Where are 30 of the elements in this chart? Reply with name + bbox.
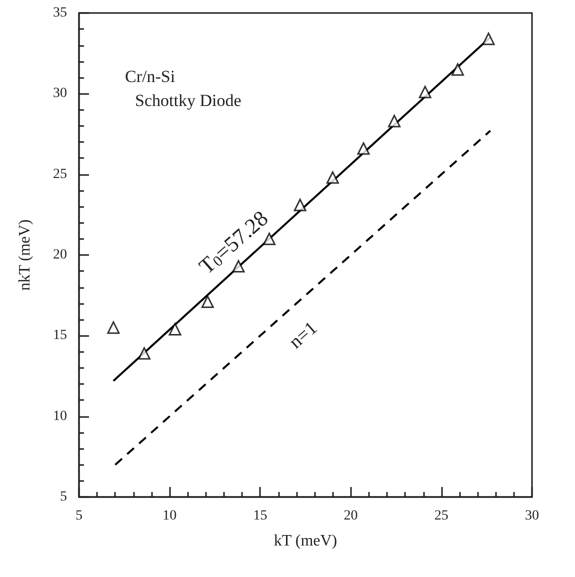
point: [294, 198, 306, 212]
point: [482, 32, 495, 46]
point: [232, 260, 245, 273]
point: [418, 86, 432, 98]
x-tick-label: 5: [76, 508, 82, 524]
point: [201, 296, 214, 308]
x-axis-title: kT (meV): [274, 532, 338, 550]
y-tick-label: 15: [53, 328, 67, 344]
point: [138, 347, 150, 360]
y-tick-label: 25: [53, 166, 67, 182]
y-tick-label: 30: [53, 86, 67, 102]
y-tick-label: 10: [53, 408, 67, 424]
point: [451, 63, 464, 76]
point: [357, 142, 370, 155]
y-tick-label: 5: [60, 490, 67, 504]
x-tick-label: 30: [525, 508, 539, 524]
annotation: Cr/n-Si: [125, 67, 176, 86]
point: [107, 321, 120, 334]
y-tick-label: 35: [53, 6, 67, 20]
point: [388, 114, 401, 128]
x-tick-label: 10: [162, 508, 177, 524]
y-axis-title: nkT (meV): [16, 219, 34, 291]
x-tick-label: 15: [253, 508, 268, 524]
annotation: n=1: [285, 318, 322, 354]
point: [168, 322, 182, 336]
y-tick-label: 20: [53, 248, 67, 262]
x-tick-label: 25: [434, 508, 448, 524]
annotation: Schottky Diode: [135, 91, 242, 110]
x-tick-label: 20: [344, 508, 358, 524]
point: [326, 171, 339, 184]
